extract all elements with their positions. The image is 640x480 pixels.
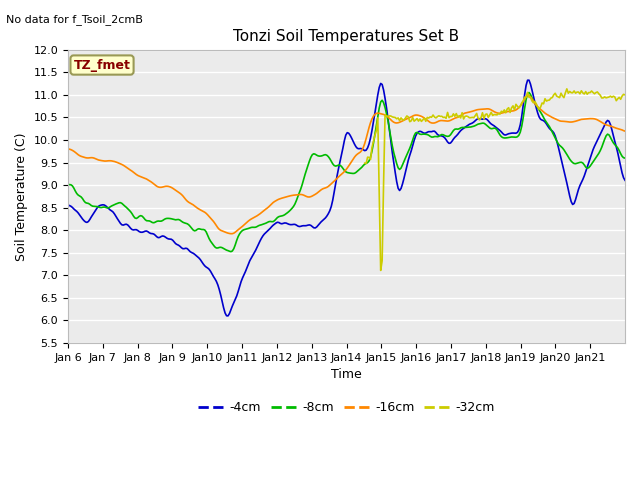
X-axis label: Time: Time — [331, 368, 362, 381]
Legend: -4cm, -8cm, -16cm, -32cm: -4cm, -8cm, -16cm, -32cm — [193, 396, 500, 419]
Title: Tonzi Soil Temperatures Set B: Tonzi Soil Temperatures Set B — [234, 29, 460, 44]
Text: TZ_fmet: TZ_fmet — [74, 59, 131, 72]
Y-axis label: Soil Temperature (C): Soil Temperature (C) — [15, 132, 28, 261]
Text: No data for f_Tsoil_2cmB: No data for f_Tsoil_2cmB — [6, 14, 143, 25]
